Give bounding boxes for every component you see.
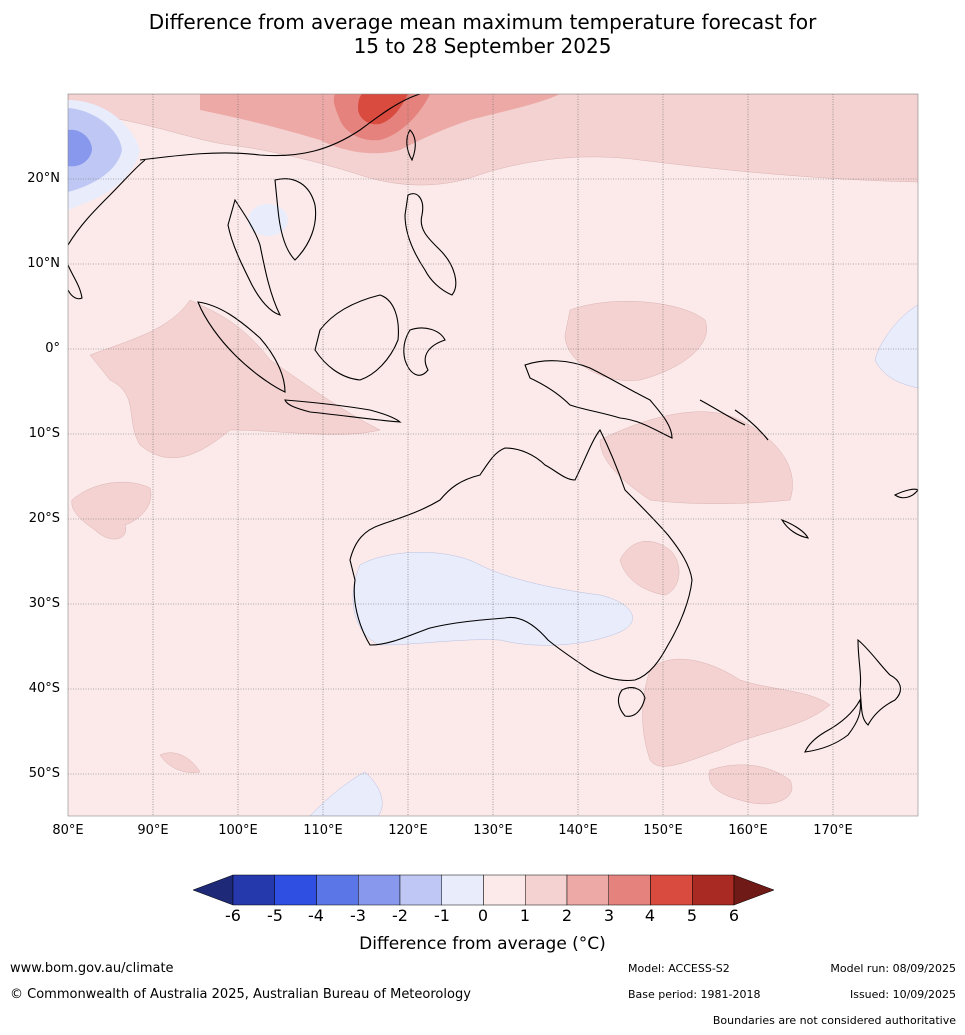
java-coastline xyxy=(284,399,402,423)
colorbar-label: Difference from average (°C) xyxy=(359,934,606,954)
colorbar-under-arrow xyxy=(192,874,234,906)
colorbar-swatch-1 xyxy=(232,874,275,906)
sumatra-coastline xyxy=(197,301,286,393)
colorbar-swatch-7 xyxy=(483,874,526,906)
website-link[interactable]: www.bom.gov.au/climate xyxy=(10,961,174,976)
anomaly-region-india-cool-2 xyxy=(68,108,122,192)
lon-label-170e: 170°E xyxy=(813,823,853,838)
lon-label-80e: 80°E xyxy=(52,823,84,838)
anomaly-region-southern-warm xyxy=(708,764,793,805)
colorbar-tick: -6 xyxy=(225,906,241,925)
lat-label-20n: 20°N xyxy=(27,171,60,186)
borneo-coastline xyxy=(314,294,399,381)
new-caledonia-coastline xyxy=(780,518,809,539)
colorbar-swatch-10 xyxy=(608,874,651,906)
model-text: Model: ACCESS-S2 xyxy=(628,962,730,975)
base-period-text: Base period: 1981-2018 xyxy=(628,988,761,1001)
colorbar-tick: 2 xyxy=(561,906,573,925)
colorbar-swatch-9 xyxy=(566,874,609,906)
colorbar-swatch-12 xyxy=(692,874,735,906)
lon-label-100e: 100°E xyxy=(218,823,258,838)
lon-label-160e: 160°E xyxy=(728,823,768,838)
title-line-2: 15 to 28 September 2025 xyxy=(353,34,612,58)
anomaly-region-sw-indian-warm xyxy=(71,481,152,540)
lat-label-0: 0° xyxy=(45,341,60,356)
india-coastline xyxy=(68,159,146,300)
colorbar-tick: -4 xyxy=(308,906,324,925)
colorbar-tick: 0 xyxy=(477,906,489,925)
lat-label-10n: 10°N xyxy=(27,256,60,271)
lat-label-30s: 30°S xyxy=(28,596,60,611)
anomaly-region-south-cool xyxy=(309,771,383,816)
anomaly-region-china-coast-4-5 xyxy=(358,94,408,125)
indochina-coastline xyxy=(227,178,317,316)
colorbar-swatch-6 xyxy=(441,874,484,906)
australia-coastline xyxy=(349,428,693,682)
lon-label-120e: 120°E xyxy=(388,823,428,838)
colorbar-tick: -3 xyxy=(350,906,366,925)
graticule xyxy=(68,94,918,816)
lat-label-50s: 50°S xyxy=(28,766,60,781)
issued-text: Issued: 10/09/2025 xyxy=(849,988,956,1001)
map-title: Difference from average mean maximum tem… xyxy=(0,10,965,58)
colorbar-tick: 1 xyxy=(519,906,531,925)
colorbar-swatch-2 xyxy=(274,874,317,906)
sulawesi-coastline xyxy=(403,327,446,376)
colorbar-tick: -1 xyxy=(434,906,450,925)
new-zealand-south-coastline xyxy=(804,698,862,753)
lat-label-20s: 20°S xyxy=(28,511,60,526)
colorbar-swatch-4 xyxy=(358,874,401,906)
lat-label-40s: 40°S xyxy=(28,681,60,696)
anomaly-region-tasman-warm xyxy=(642,658,831,767)
solomon-islands-coastline xyxy=(699,399,769,441)
philippines-coastline xyxy=(404,193,457,296)
colorbar xyxy=(192,874,775,906)
tasmania-coastline xyxy=(617,687,646,717)
model-run-text: Model run: 08/09/2025 xyxy=(830,962,956,975)
copyright-text: © Commonwealth of Australia 2025, Austra… xyxy=(10,987,471,1002)
lon-label-140e: 140°E xyxy=(558,823,598,838)
title-line-1: Difference from average mean maximum tem… xyxy=(148,10,817,34)
colorbar-swatch-3 xyxy=(316,874,359,906)
coastlines xyxy=(68,94,918,753)
anomaly-region-coral-sea-warm xyxy=(599,411,793,504)
colorbar-tick: 6 xyxy=(728,906,740,925)
colorbar-tick: 4 xyxy=(644,906,656,925)
fiji-coastline xyxy=(893,488,918,499)
colorbar-over-arrow xyxy=(733,874,775,906)
colorbar-tick: -5 xyxy=(267,906,283,925)
taiwan-coastline xyxy=(406,129,416,162)
lon-label-110e: 110°E xyxy=(303,823,343,838)
colorbar-tick: 3 xyxy=(603,906,615,925)
china-coastline xyxy=(139,94,421,161)
colorbar-tick: 5 xyxy=(686,906,698,925)
colorbar-tick: -2 xyxy=(392,906,408,925)
anomaly-region-inland-australia-cool xyxy=(352,552,633,646)
colorbar-swatch-11 xyxy=(650,874,693,906)
anomaly-region-south-indian-warm xyxy=(159,752,201,773)
lat-label-10s: 10°S xyxy=(28,426,60,441)
new-zealand-north-coastline xyxy=(857,638,901,726)
map-frame xyxy=(67,93,919,817)
colorbar-swatch-5 xyxy=(399,874,442,906)
anomaly-region-indian-ocean-warm xyxy=(89,299,381,459)
colorbar-swatch-8 xyxy=(525,874,568,906)
anomaly-region-far-east-cool xyxy=(874,304,918,389)
disclaimer-text: Boundaries are not considered authoritat… xyxy=(712,1014,956,1027)
new-guinea-coastline xyxy=(524,360,673,439)
anomaly-region-east-australia-warm xyxy=(619,541,680,596)
lon-label-150e: 150°E xyxy=(643,823,683,838)
lon-label-130e: 130°E xyxy=(473,823,513,838)
anomaly-field xyxy=(68,94,918,816)
lon-label-90e: 90°E xyxy=(137,823,169,838)
anomaly-region-india-cool-3 xyxy=(68,129,92,167)
